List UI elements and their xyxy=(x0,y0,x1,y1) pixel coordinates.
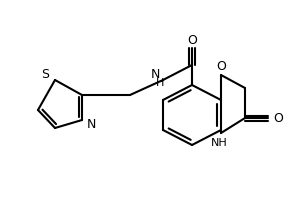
Text: N: N xyxy=(86,117,96,130)
Text: O: O xyxy=(187,33,197,46)
Text: N: N xyxy=(150,68,160,82)
Text: NH: NH xyxy=(211,138,227,148)
Text: O: O xyxy=(273,112,283,124)
Text: S: S xyxy=(41,68,49,82)
Text: O: O xyxy=(216,60,226,73)
Text: H: H xyxy=(156,78,164,88)
